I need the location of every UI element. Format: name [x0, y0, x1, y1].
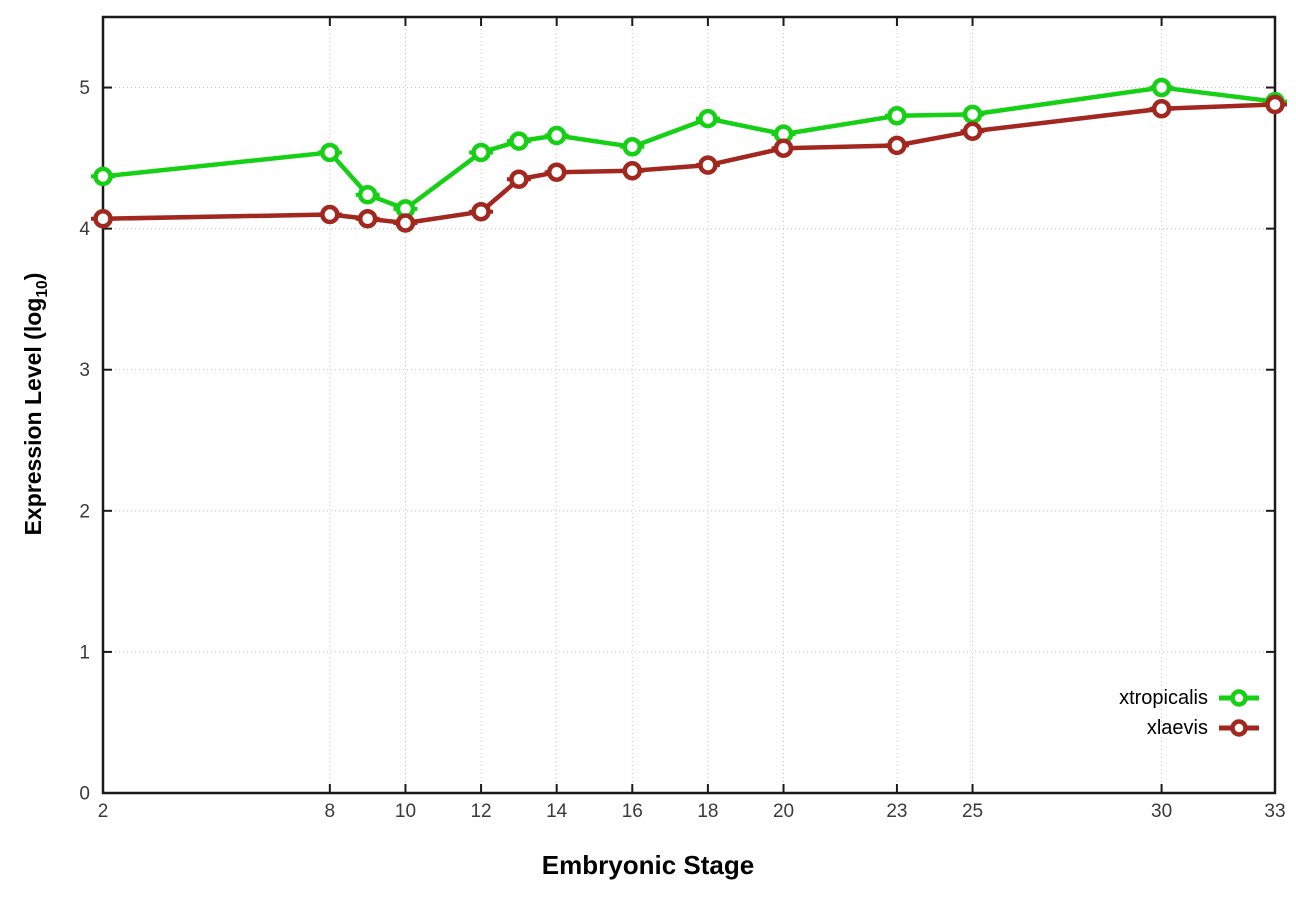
series-xtropicalis — [91, 77, 1287, 219]
series-xlaevis — [91, 94, 1287, 233]
data-point-marker-xtropicalis — [546, 125, 567, 146]
x-tick-label: 14 — [546, 801, 568, 822]
data-point-marker-xlaevis — [509, 169, 529, 190]
data-point-marker-xtropicalis — [962, 104, 983, 125]
y-tick-label: 2 — [79, 501, 90, 522]
data-point-marker-xtropicalis — [471, 142, 491, 163]
x-tick-label: 23 — [886, 801, 907, 822]
y-tick-label: 1 — [79, 642, 90, 663]
data-point-marker-xtropicalis — [622, 137, 643, 157]
x-tick-label: 33 — [1264, 801, 1285, 822]
legend-label-xlaevis: xlaevis — [1146, 716, 1208, 739]
data-point-marker-xtropicalis — [93, 166, 113, 187]
data-point-marker-xlaevis — [1151, 98, 1172, 119]
data-point-marker-xtropicalis — [698, 108, 718, 129]
x-tick-label: 10 — [395, 801, 416, 822]
legend-item-xtropicalis: xtropicalis — [1119, 685, 1260, 711]
plot-border — [101, 15, 1277, 795]
data-point-marker-xlaevis — [698, 155, 718, 175]
x-tick-label: 8 — [325, 801, 336, 822]
legend-sample-xtropicalis-icon — [1219, 689, 1259, 707]
data-point-marker-xlaevis — [887, 135, 907, 156]
x-axis-title: Embryonic Stage — [541, 850, 755, 880]
legend-marker-xlaevis — [1230, 719, 1248, 737]
y-axis-title-text: Expression Level (log — [20, 297, 47, 536]
y-tick-label: 3 — [79, 360, 90, 381]
data-point-marker-xlaevis — [622, 161, 643, 181]
data-point-marker-xtropicalis — [1151, 77, 1172, 98]
y-axis-title-subscript: 10 — [33, 280, 51, 298]
x-tick-label: 20 — [773, 801, 794, 822]
x-tick-label: 12 — [470, 801, 491, 822]
x-tick-label: 2 — [98, 801, 109, 822]
data-point-marker-xtropicalis — [357, 185, 378, 205]
legend-item-xlaevis: xlaevis — [1119, 715, 1260, 741]
x-tick-label: 16 — [622, 801, 643, 822]
series-line-xtropicalis — [100, 85, 1278, 212]
data-point-marker-xlaevis — [395, 213, 416, 233]
y-tick-label: 4 — [79, 219, 90, 240]
y-axis-title-close: ) — [20, 272, 47, 281]
legend-sample-xlaevis-icon — [1219, 719, 1259, 737]
data-point-marker-xlaevis — [471, 201, 491, 222]
data-point-marker-xlaevis — [962, 121, 983, 142]
y-tick-label: 0 — [79, 784, 90, 805]
data-point-marker-xtropicalis — [320, 142, 340, 163]
x-tick-label: 18 — [697, 801, 718, 822]
series-line-xlaevis — [100, 102, 1278, 226]
data-point-marker-xlaevis — [357, 209, 378, 229]
data-point-marker-xtropicalis — [887, 106, 907, 126]
legend-marker-xtropicalis — [1230, 689, 1248, 707]
x-tick-label: 30 — [1151, 801, 1172, 822]
data-point-marker-xtropicalis — [509, 131, 529, 151]
x-tick-label: 25 — [962, 801, 983, 822]
data-point-marker-xlaevis — [320, 204, 340, 225]
legend: xtropicalis xlaevis — [1119, 685, 1260, 741]
y-tick-label: 5 — [79, 78, 90, 99]
data-point-marker-xlaevis — [546, 162, 567, 182]
data-point-marker-xlaevis — [1265, 94, 1285, 115]
legend-label-xtropicalis: xtropicalis — [1119, 686, 1208, 709]
data-point-marker-xlaevis — [773, 138, 794, 158]
y-axis-title: Expression Level (log10) — [20, 273, 52, 536]
data-point-marker-xlaevis — [93, 209, 113, 229]
